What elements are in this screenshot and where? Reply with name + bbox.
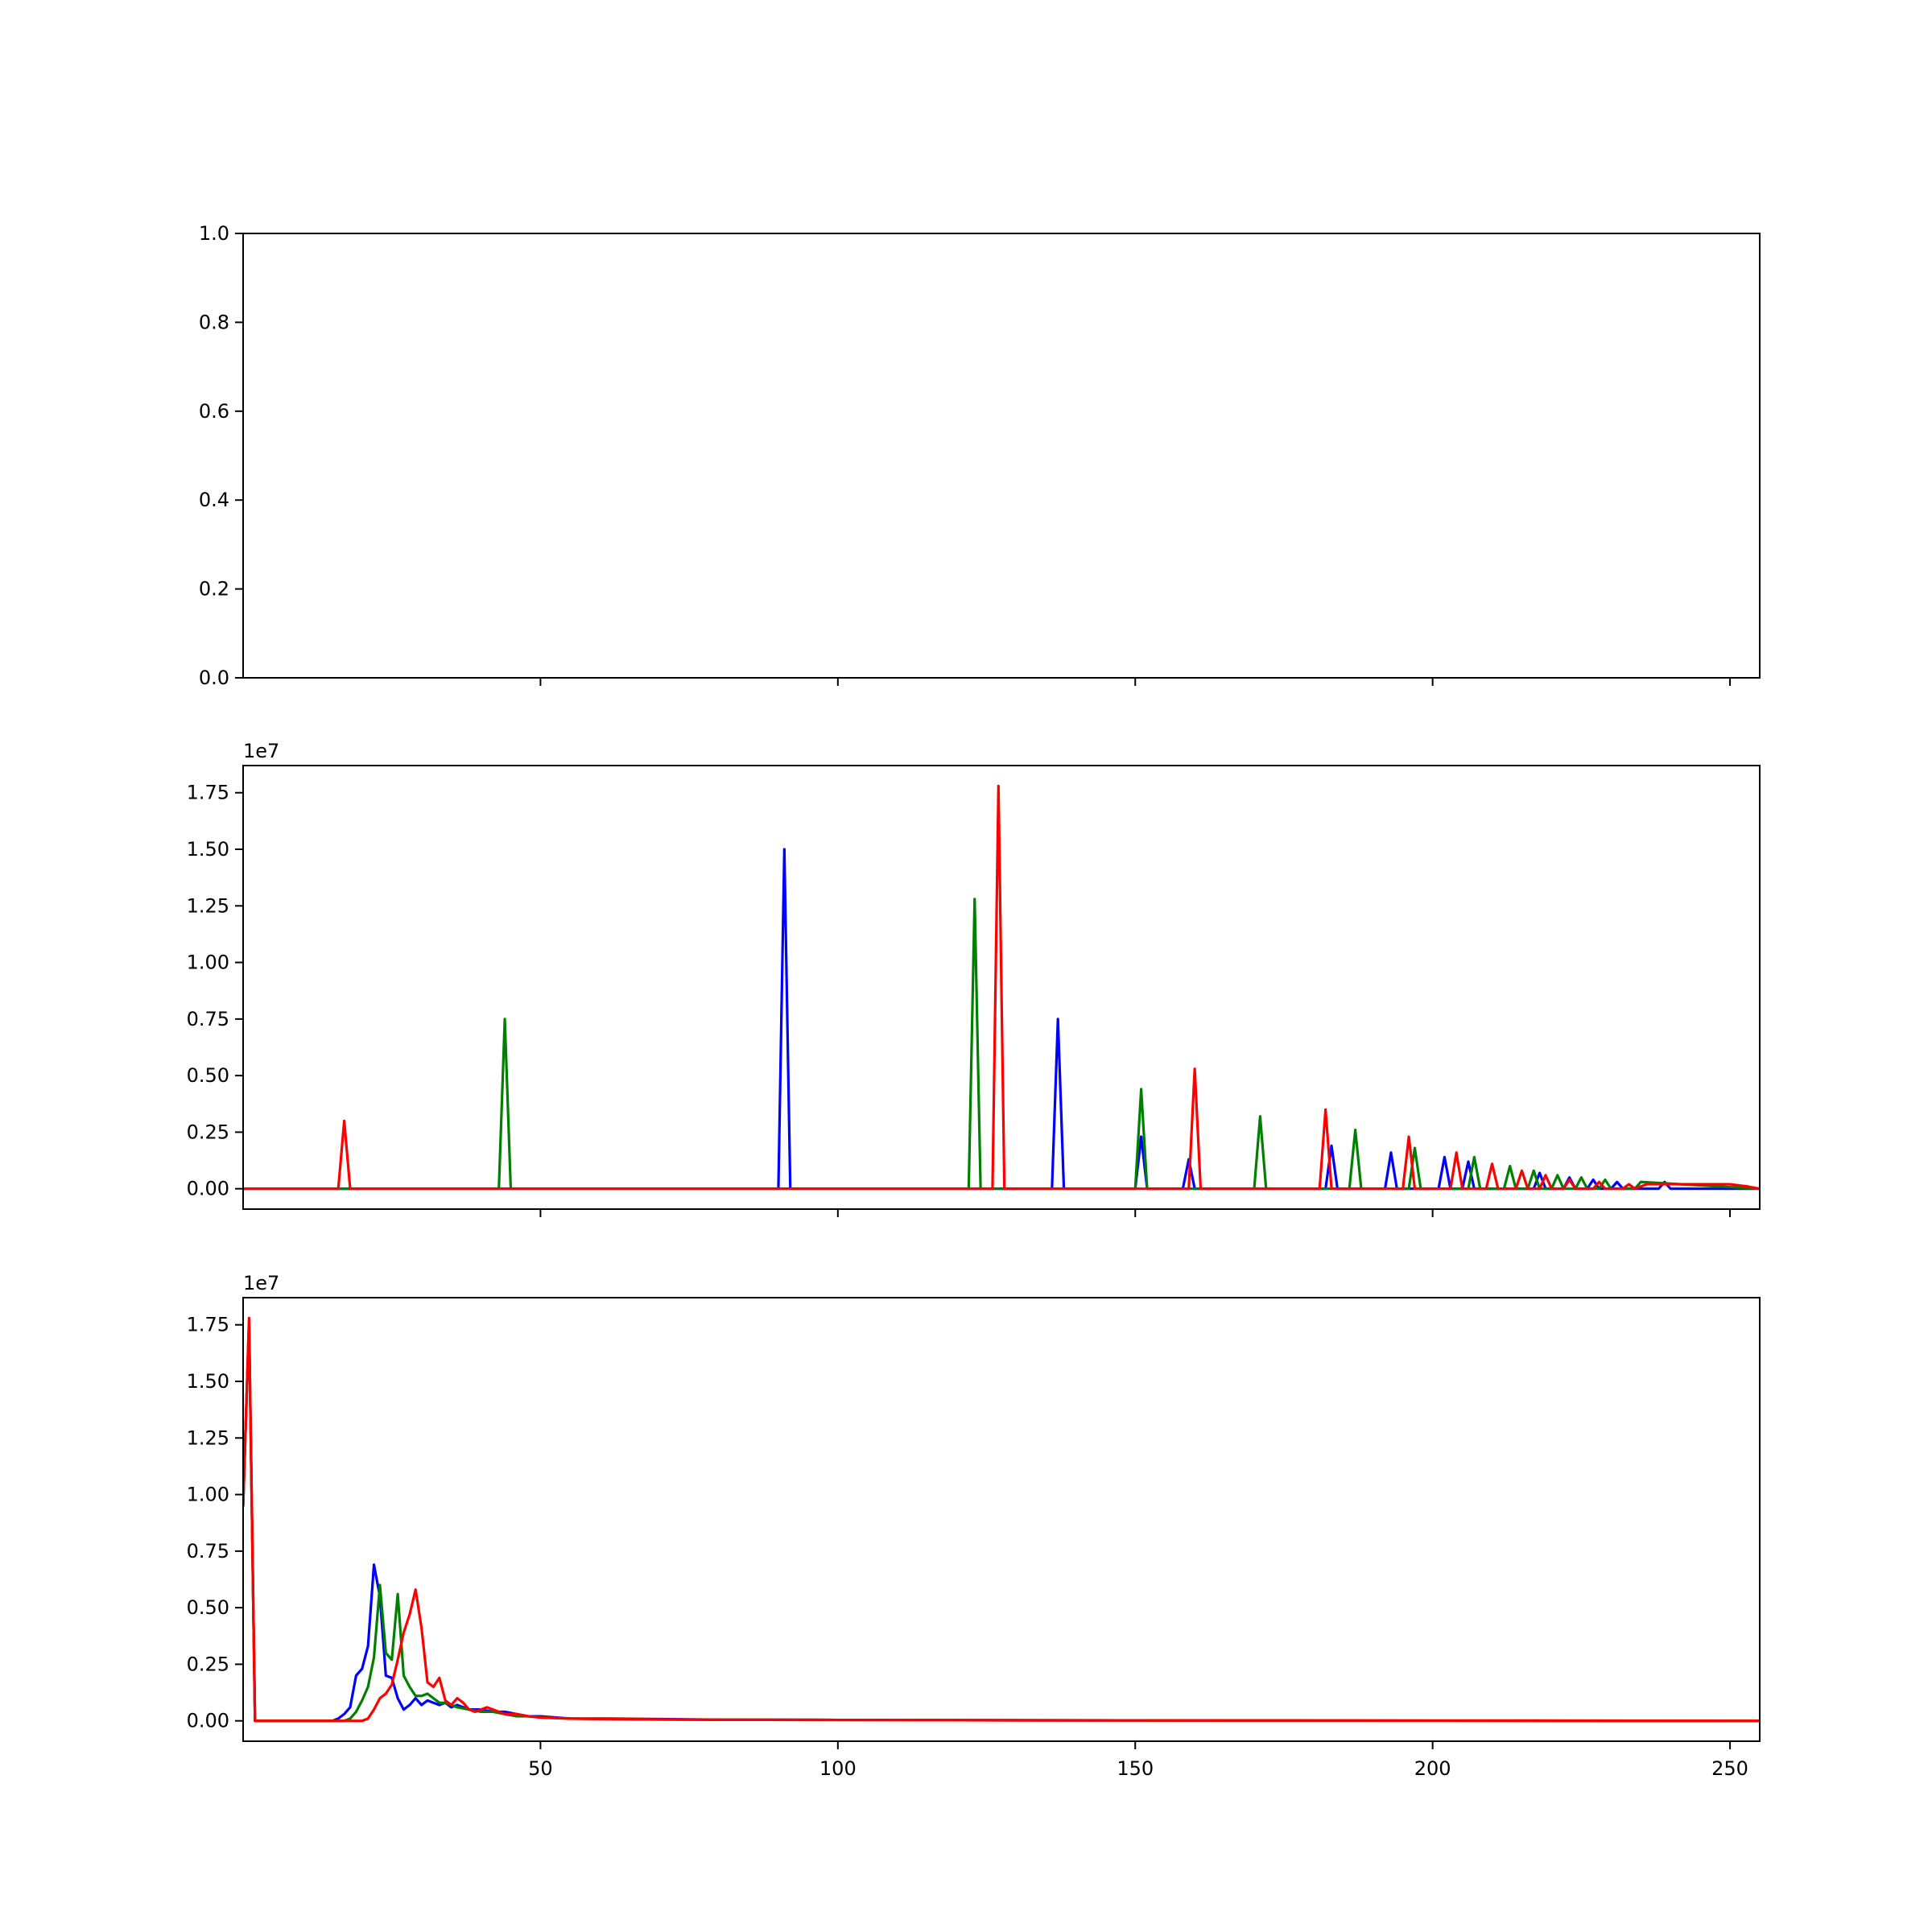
y-tick-label: 0.75 [187,1540,229,1563]
y-tick-label: 0.4 [199,489,229,511]
series-group [243,784,1760,1191]
x-tick-label: 200 [1414,1757,1451,1780]
axes-frame [242,233,1761,679]
y-offset-label: 1e7 [243,740,279,762]
series-line-red [243,784,1760,1191]
y-tick-label: 0.6 [199,400,229,423]
middle-histogram-subplot: 0.00 0.25 0.50 0.75 1.00 1.25 1.50 1.75 1e7 [187,740,1761,1217]
y-tick-label: 1.25 [187,894,229,917]
y-tick-label: 0.00 [187,1178,229,1200]
y-tick-label: 0.00 [187,1710,229,1732]
y-tick-label: 1.75 [187,782,229,804]
y-tick-label: 1.0 [199,222,229,245]
y-tick-label: 1.25 [187,1426,229,1449]
y-tick-label: 1.50 [187,1370,229,1393]
top-empty-subplot: 0.0 0.2 0.4 0.6 0.8 1.0 [199,222,1761,689]
x-tick-label: 150 [1117,1757,1154,1780]
series-group [243,1316,1760,1723]
x-tick-label: 100 [819,1757,857,1780]
y-offset-label: 1e7 [243,1272,279,1294]
y-tick-label: 0.0 [199,667,229,689]
y-tick-label: 0.50 [187,1064,229,1087]
y-tick-label: 0.25 [187,1121,229,1143]
bottom-histogram-subplot: 0.00 0.25 0.50 0.75 1.00 1.25 1.50 1.75 50 100 150… [187,1272,1761,1780]
y-tick-label: 1.50 [187,838,229,861]
y-tick-label: 0.75 [187,1008,229,1030]
y-tick-label: 1.75 [187,1314,229,1336]
x-tick-label: 50 [528,1757,553,1780]
y-tick-label: 1.00 [187,952,229,974]
y-tick-label: 0.50 [187,1596,229,1619]
y-tick-label: 0.8 [199,311,229,333]
y-tick-label: 1.00 [187,1484,229,1506]
y-tick-label: 0.2 [199,578,229,601]
axes-frame [242,1297,1761,1742]
axes-frame [242,765,1761,1210]
y-tick-label: 0.25 [187,1653,229,1675]
x-tick-label: 250 [1711,1757,1748,1780]
series-line-red [243,1316,1760,1723]
